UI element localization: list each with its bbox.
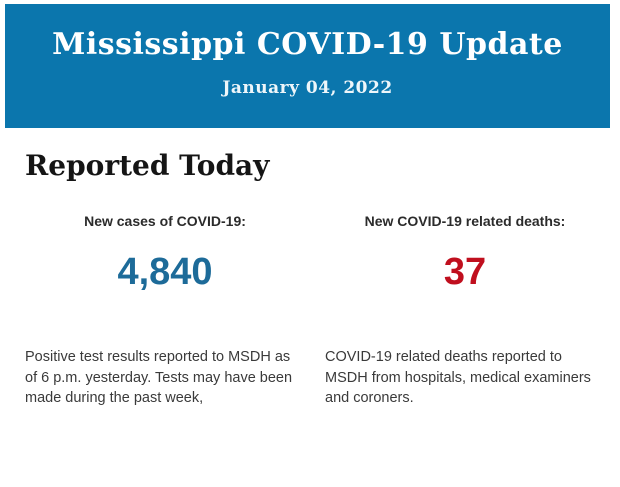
covid-update-page: Mississippi COVID-19 Update January 04, … — [0, 4, 620, 487]
new-deaths-description: COVID-19 related deaths reported to MSDH… — [325, 349, 591, 406]
new-cases-description: Positive test results reported to MSDH a… — [25, 349, 293, 406]
new-deaths-value: 37 — [443, 251, 487, 293]
new-deaths-label: New COVID-19 related deaths: — [364, 213, 566, 229]
stats-row: New cases of COVID-19: 4,840 Positive te… — [25, 213, 605, 409]
banner: Mississippi COVID-19 Update January 04, … — [5, 4, 610, 128]
new-cases-column: New cases of COVID-19: 4,840 Positive te… — [25, 213, 305, 409]
new-cases-label: New cases of COVID-19: — [84, 213, 246, 229]
report-section: Reported Today New cases of COVID-19: 4,… — [0, 149, 620, 409]
new-deaths-column: New COVID-19 related deaths: 37 COVID-19… — [325, 213, 605, 409]
new-cases-value: 4,840 — [117, 251, 213, 293]
section-heading: Reported Today — [25, 149, 270, 182]
report-date: January 04, 2022 — [222, 77, 393, 98]
page-title: Mississippi COVID-19 Update — [52, 26, 563, 62]
